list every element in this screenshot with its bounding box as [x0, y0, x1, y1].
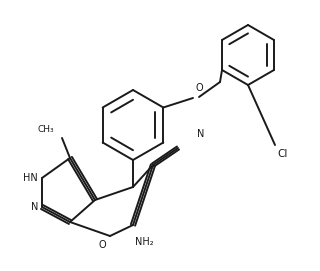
Text: O: O: [196, 83, 204, 93]
Text: N: N: [31, 202, 38, 212]
Text: N: N: [197, 129, 204, 139]
Text: NH₂: NH₂: [135, 237, 154, 247]
Text: Cl: Cl: [277, 149, 287, 159]
Text: HN: HN: [23, 173, 38, 183]
Text: CH₃: CH₃: [37, 125, 54, 134]
Text: O: O: [98, 240, 106, 250]
